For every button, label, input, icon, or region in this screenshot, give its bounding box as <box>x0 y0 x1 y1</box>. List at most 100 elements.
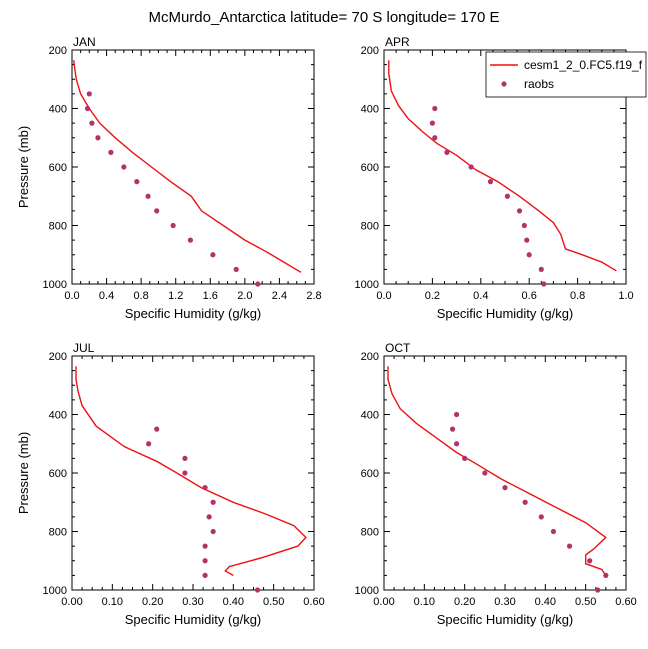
model-line-series <box>73 60 302 273</box>
y-axis-label: Pressure (mb) <box>16 126 31 208</box>
raobs-point <box>454 441 460 447</box>
legend-label-model: cesm1_2_0.FC5.f19_f <box>524 58 643 72</box>
x-tick-label: 0.4 <box>99 290 114 302</box>
raobs-point <box>202 558 208 564</box>
raobs-point <box>449 426 456 432</box>
raobs-point <box>516 208 523 214</box>
model-line-series <box>388 60 617 272</box>
raobs-point <box>187 237 194 243</box>
raobs-point <box>538 514 544 520</box>
raobs-point <box>462 455 468 461</box>
plot-frame <box>383 355 627 591</box>
x-tick-label: 0.0 <box>64 290 79 302</box>
raobs-point <box>89 120 95 126</box>
y-tick-label: 800 <box>361 527 379 539</box>
raobs-point <box>502 485 508 491</box>
panel-label: OCT <box>385 341 411 355</box>
y-tick-label: 200 <box>361 351 379 363</box>
x-tick-label: 0.8 <box>570 290 585 302</box>
raobs-point <box>482 470 488 476</box>
raobs-point <box>154 208 160 214</box>
raobs-point <box>108 149 114 155</box>
x-tick-label: 0.50 <box>263 596 284 608</box>
raobs-point <box>487 179 494 185</box>
model-line-series <box>75 366 307 577</box>
raobs-point <box>526 252 532 258</box>
raobs-point <box>121 164 127 170</box>
raobs-point <box>95 135 101 141</box>
y-tick-label: 400 <box>49 104 67 116</box>
raobs-point <box>521 222 527 229</box>
x-tick-label: 1.6 <box>203 290 218 302</box>
plot-frame <box>71 49 315 285</box>
raobs-point <box>603 572 609 578</box>
panel-jan: JAN 0.0 0.4 0.8 1.2 1.6 2.0 2.4 2.8 200 400 600 800 1… <box>16 35 322 321</box>
raobs-point <box>566 543 573 549</box>
x-axis-label: Specific Humidity (g/kg) <box>437 306 574 321</box>
y-tick-label: 600 <box>49 162 67 174</box>
y-tick-label: 600 <box>361 162 379 174</box>
raobs-point <box>254 587 261 593</box>
raobs-point <box>587 558 593 564</box>
raobs-point <box>134 179 140 185</box>
panel-label: APR <box>385 35 410 49</box>
y-tick-label: 600 <box>361 468 379 480</box>
raobs-point <box>202 543 208 549</box>
raobs-point <box>233 266 239 272</box>
y-tick-label: 400 <box>361 104 379 116</box>
legend-label-raobs: raobs <box>524 77 554 91</box>
y-tick-label: 600 <box>49 468 67 480</box>
plot-frame <box>71 355 315 591</box>
raobs-point <box>146 441 152 447</box>
raobs-point <box>595 587 601 593</box>
panel-apr: APR 0.0 0.2 0.4 0.6 0.8 1.0 200 400 600 800 1000 Spe… <box>355 35 634 321</box>
y-tick-label: 800 <box>49 221 67 233</box>
raobs-point <box>524 237 530 243</box>
raobs-point <box>432 105 438 112</box>
y-tick-label: 1000 <box>43 279 67 291</box>
raobs-point <box>84 105 91 112</box>
y-tick-label: 400 <box>49 410 67 422</box>
y-axis-label: Pressure (mb) <box>16 432 31 514</box>
y-tick-label: 800 <box>361 221 379 233</box>
model-line-series <box>387 366 607 576</box>
raobs-point <box>145 193 151 199</box>
y-tick-label: 400 <box>361 410 379 422</box>
raobs-point <box>522 499 528 505</box>
raobs-point <box>206 514 212 520</box>
x-tick-label: 2.0 <box>237 290 252 302</box>
raobs-point <box>210 252 216 258</box>
raobs-point <box>210 499 216 505</box>
y-tick-label: 1000 <box>355 585 379 597</box>
raobs-point <box>432 135 438 141</box>
x-tick-label: 0.8 <box>133 290 148 302</box>
raobs-point <box>86 91 92 97</box>
x-tick-label: 0.40 <box>223 596 244 608</box>
x-tick-label: 0.6 <box>522 290 537 302</box>
raobs-point <box>210 528 216 535</box>
x-tick-label: 0.00 <box>61 596 82 608</box>
raobs-point <box>504 193 511 199</box>
raobs-point <box>202 485 208 491</box>
x-axis-label: Specific Humidity (g/kg) <box>125 612 262 627</box>
panel-jul: JUL 0.00 0.10 0.20 0.30 0.40 0.50 0.60 200 400 600… <box>16 341 325 627</box>
x-tick-label: 0.60 <box>303 596 324 608</box>
raobs-point <box>468 164 474 170</box>
raobs-point <box>182 455 188 461</box>
raobs-point <box>170 222 176 229</box>
x-tick-label: 0.40 <box>535 596 556 608</box>
y-tick-label: 1000 <box>355 279 379 291</box>
y-tick-label: 200 <box>361 45 379 57</box>
x-tick-label: 0.4 <box>473 290 488 302</box>
x-tick-label: 0.20 <box>142 596 163 608</box>
x-tick-label: 0.0 <box>376 290 391 302</box>
panel-label: JUL <box>73 341 95 355</box>
x-tick-label: 0.10 <box>414 596 435 608</box>
raobs-point <box>541 281 547 287</box>
figure-title: McMurdo_Antarctica latitude= 70 S longit… <box>148 9 499 26</box>
y-tick-label: 200 <box>49 45 67 57</box>
x-tick-label: 0.30 <box>494 596 515 608</box>
panels: JAN 0.0 0.4 0.8 1.2 1.6 2.0 2.4 2.8 200 400 600 800 1… <box>16 35 637 627</box>
